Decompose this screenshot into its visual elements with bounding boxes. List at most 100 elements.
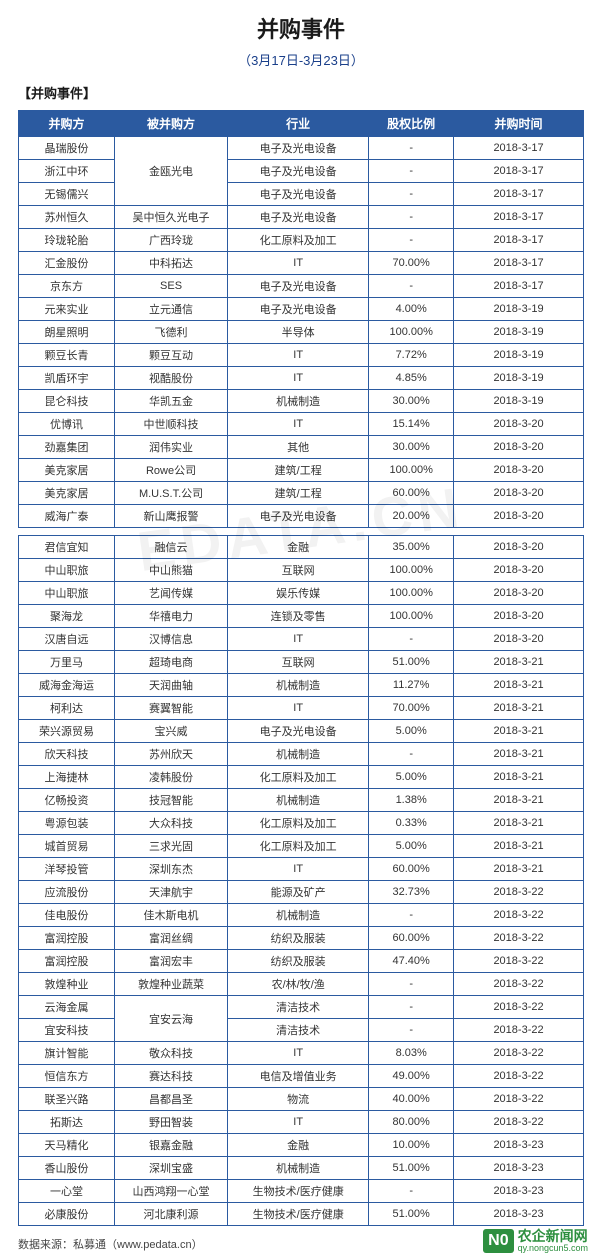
cell-industry: IT bbox=[228, 628, 369, 651]
table-row: 香山股份深圳宝盛机械制造51.00%2018-3-23 bbox=[19, 1157, 584, 1180]
cell-target: 赛翼智能 bbox=[115, 697, 228, 720]
cell-date: 2018-3-20 bbox=[454, 559, 584, 582]
cell-industry: IT bbox=[228, 252, 369, 275]
cell-acquirer: 君信宜知 bbox=[19, 536, 115, 559]
cell-date: 2018-3-21 bbox=[454, 674, 584, 697]
cell-target: 大众科技 bbox=[115, 812, 228, 835]
cell-target: 河北康利源 bbox=[115, 1203, 228, 1226]
cell-percent: - bbox=[369, 275, 454, 298]
cell-percent: 80.00% bbox=[369, 1111, 454, 1134]
table-row: 城首贸易三求光固化工原料及加工5.00%2018-3-21 bbox=[19, 835, 584, 858]
cell-target: 金瓯光电 bbox=[115, 137, 228, 206]
table-row: 佳电股份佳木斯电机机械制造-2018-3-22 bbox=[19, 904, 584, 927]
cell-target: 野田智装 bbox=[115, 1111, 228, 1134]
cell-percent: - bbox=[369, 137, 454, 160]
cell-target: 超琦电商 bbox=[115, 651, 228, 674]
cell-percent: 15.14% bbox=[369, 413, 454, 436]
cell-date: 2018-3-23 bbox=[454, 1134, 584, 1157]
cell-percent: - bbox=[369, 1019, 454, 1042]
cell-target: M.U.S.T.公司 bbox=[115, 482, 228, 505]
cell-target: 技冠智能 bbox=[115, 789, 228, 812]
cell-date: 2018-3-17 bbox=[454, 137, 584, 160]
cell-industry: 机械制造 bbox=[228, 743, 369, 766]
cell-target: 艺闻传媒 bbox=[115, 582, 228, 605]
cell-acquirer: 粤源包装 bbox=[19, 812, 115, 835]
table-row: 无锡儒兴电子及光电设备-2018-3-17 bbox=[19, 183, 584, 206]
cell-industry: 物流 bbox=[228, 1088, 369, 1111]
cell-date: 2018-3-19 bbox=[454, 321, 584, 344]
cell-date: 2018-3-20 bbox=[454, 536, 584, 559]
cell-percent: - bbox=[369, 183, 454, 206]
cell-acquirer: 城首贸易 bbox=[19, 835, 115, 858]
cell-target: 山西鸿翔一心堂 bbox=[115, 1180, 228, 1203]
table-row: 玲珑轮胎广西玲珑化工原料及加工-2018-3-17 bbox=[19, 229, 584, 252]
table-row: 上海捷林凌韩股份化工原料及加工5.00%2018-3-21 bbox=[19, 766, 584, 789]
cell-percent: - bbox=[369, 904, 454, 927]
cell-target: 华禧电力 bbox=[115, 605, 228, 628]
cell-date: 2018-3-20 bbox=[454, 628, 584, 651]
cell-industry: IT bbox=[228, 344, 369, 367]
table-row: 万里马超琦电商互联网51.00%2018-3-21 bbox=[19, 651, 584, 674]
cell-date: 2018-3-22 bbox=[454, 950, 584, 973]
cell-acquirer: 恒信东方 bbox=[19, 1065, 115, 1088]
cell-percent: 4.00% bbox=[369, 298, 454, 321]
cell-target: 华凯五金 bbox=[115, 390, 228, 413]
cell-date: 2018-3-21 bbox=[454, 835, 584, 858]
cell-industry: 机械制造 bbox=[228, 789, 369, 812]
cell-acquirer: 中山职旅 bbox=[19, 582, 115, 605]
cell-target: 凌韩股份 bbox=[115, 766, 228, 789]
cell-acquirer: 宜安科技 bbox=[19, 1019, 115, 1042]
cell-percent: 100.00% bbox=[369, 582, 454, 605]
site-logo: N0 农企新闻网 qy.nongcun5.com bbox=[483, 1229, 588, 1254]
cell-industry: 机械制造 bbox=[228, 674, 369, 697]
cell-date: 2018-3-17 bbox=[454, 183, 584, 206]
logo-url: qy.nongcun5.com bbox=[518, 1244, 588, 1254]
cell-date: 2018-3-17 bbox=[454, 275, 584, 298]
cell-target: 中世顺科技 bbox=[115, 413, 228, 436]
cell-date: 2018-3-23 bbox=[454, 1157, 584, 1180]
cell-date: 2018-3-19 bbox=[454, 344, 584, 367]
table-row: 汇金股份中科拓达IT70.00%2018-3-17 bbox=[19, 252, 584, 275]
cell-industry: 机械制造 bbox=[228, 1157, 369, 1180]
cell-percent: 51.00% bbox=[369, 1203, 454, 1226]
table-row: 一心堂山西鸿翔一心堂生物技术/医疗健康-2018-3-23 bbox=[19, 1180, 584, 1203]
cell-date: 2018-3-17 bbox=[454, 229, 584, 252]
cell-target: 汉博信息 bbox=[115, 628, 228, 651]
cell-target: 富润宏丰 bbox=[115, 950, 228, 973]
cell-target: 吴中恒久光电子 bbox=[115, 206, 228, 229]
cell-target: 敦煌种业蔬菜 bbox=[115, 973, 228, 996]
cell-acquirer: 汇金股份 bbox=[19, 252, 115, 275]
table-row: 聚海龙华禧电力连锁及零售100.00%2018-3-20 bbox=[19, 605, 584, 628]
table-row: 拓斯达野田智装IT80.00%2018-3-22 bbox=[19, 1111, 584, 1134]
cell-industry: 电子及光电设备 bbox=[228, 206, 369, 229]
cell-acquirer: 联圣兴路 bbox=[19, 1088, 115, 1111]
cell-percent: 8.03% bbox=[369, 1042, 454, 1065]
cell-percent: 35.00% bbox=[369, 536, 454, 559]
table-row: 晶瑞股份金瓯光电电子及光电设备-2018-3-17 bbox=[19, 137, 584, 160]
cell-industry: 能源及矿产 bbox=[228, 881, 369, 904]
cell-target: 天津航宇 bbox=[115, 881, 228, 904]
cell-acquirer: 美克家居 bbox=[19, 459, 115, 482]
cell-acquirer: 玲珑轮胎 bbox=[19, 229, 115, 252]
cell-industry: IT bbox=[228, 367, 369, 390]
cell-industry: 电子及光电设备 bbox=[228, 298, 369, 321]
table-row: 威海广泰新山鹰报警电子及光电设备20.00%2018-3-20 bbox=[19, 505, 584, 528]
cell-target: 视酷股份 bbox=[115, 367, 228, 390]
cell-target: 昌都昌圣 bbox=[115, 1088, 228, 1111]
cell-acquirer: 威海金海运 bbox=[19, 674, 115, 697]
logo-cn: 农企新闻网 bbox=[518, 1229, 588, 1244]
cell-date: 2018-3-21 bbox=[454, 720, 584, 743]
cell-percent: - bbox=[369, 1180, 454, 1203]
cell-date: 2018-3-23 bbox=[454, 1180, 584, 1203]
cell-percent: 100.00% bbox=[369, 605, 454, 628]
cell-percent: 51.00% bbox=[369, 651, 454, 674]
cell-percent: 49.00% bbox=[369, 1065, 454, 1088]
cell-date: 2018-3-22 bbox=[454, 996, 584, 1019]
cell-industry: 清洁技术 bbox=[228, 996, 369, 1019]
table-row: 美克家居M.U.S.T.公司建筑/工程60.00%2018-3-20 bbox=[19, 482, 584, 505]
table-row: 苏州恒久吴中恒久光电子电子及光电设备-2018-3-17 bbox=[19, 206, 584, 229]
cell-industry: 其他 bbox=[228, 436, 369, 459]
cell-industry: 化工原料及加工 bbox=[228, 766, 369, 789]
cell-percent: 51.00% bbox=[369, 1157, 454, 1180]
table-row: 浙江中环电子及光电设备-2018-3-17 bbox=[19, 160, 584, 183]
